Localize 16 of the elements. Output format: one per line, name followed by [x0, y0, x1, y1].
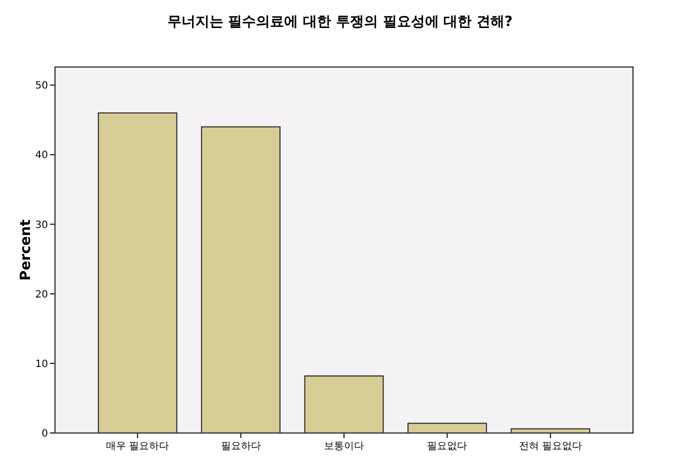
x-tick-label: 전혀 필요없다 — [518, 441, 582, 452]
x-tick-label: 필요하다 — [220, 441, 261, 452]
x-tick-label: 필요없다 — [427, 441, 468, 452]
y-tick-label: 40 — [35, 150, 48, 162]
y-tick-label: 20 — [35, 289, 48, 300]
y-tick-label: 10 — [35, 358, 48, 370]
bar — [201, 126, 281, 434]
x-tick-label: 매우 필요하다 — [106, 441, 170, 452]
y-tick-label: 0 — [42, 428, 48, 440]
y-tick-label: 30 — [35, 220, 48, 231]
bar — [304, 375, 384, 434]
y-axis-title: Percent — [18, 219, 34, 281]
y-tick-label: 50 — [35, 80, 48, 92]
bar — [98, 112, 178, 434]
x-tick-label: 보통이다 — [324, 441, 364, 452]
chart-title: 무너지는 필수의료에 대한 투쟁의 필요성에 대한 견해? — [167, 14, 513, 30]
